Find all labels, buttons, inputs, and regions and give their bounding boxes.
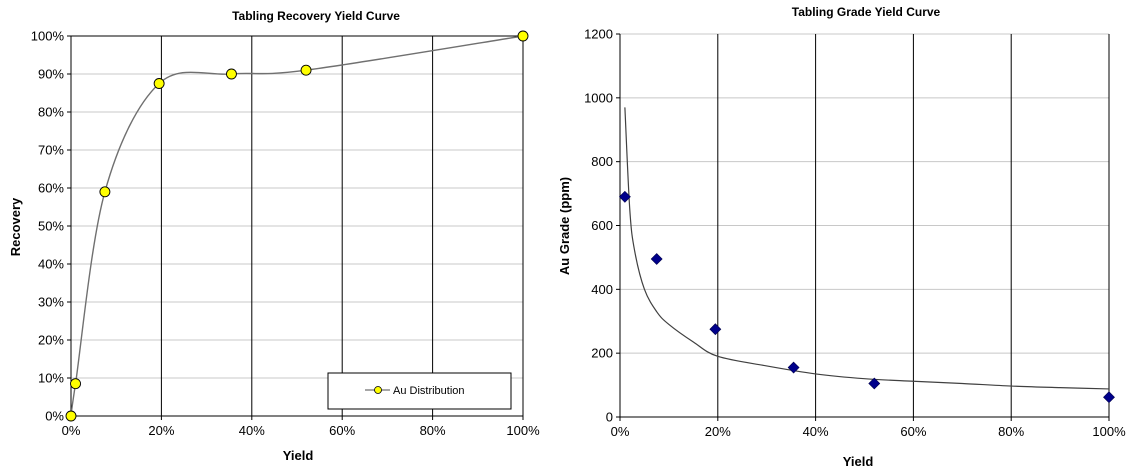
data-point bbox=[70, 378, 81, 390]
y-tick-label: 10% bbox=[38, 371, 64, 386]
data-point-diamond bbox=[618, 190, 631, 203]
y-tick-label: 60% bbox=[38, 181, 64, 196]
y-axis-label: Recovery bbox=[8, 197, 23, 256]
data-point bbox=[300, 64, 312, 76]
y-tick-label: 50% bbox=[38, 219, 64, 234]
x-tick-label: 0% bbox=[611, 424, 630, 439]
data-point bbox=[65, 410, 77, 422]
y-tick-label: 0% bbox=[45, 409, 64, 424]
x-tick-label: 80% bbox=[420, 423, 446, 438]
x-axis-label: Yield bbox=[843, 454, 874, 469]
y-tick-label: 100% bbox=[31, 29, 65, 44]
y-tick-label: 0 bbox=[606, 410, 613, 425]
x-tick-label: 0% bbox=[62, 423, 81, 438]
power-trendline bbox=[624, 107, 1110, 390]
data-point bbox=[226, 68, 237, 80]
legend-marker bbox=[374, 386, 382, 394]
data-point-diamond bbox=[650, 253, 663, 265]
x-tick-label: 60% bbox=[900, 424, 926, 439]
data-point bbox=[517, 30, 529, 42]
x-tick-label: 80% bbox=[998, 424, 1024, 439]
legend-label: Au Distribution bbox=[393, 385, 465, 397]
chart-title: Tabling Recovery Yield Curve bbox=[232, 9, 400, 23]
legend-box bbox=[327, 372, 512, 410]
x-tick-label: 60% bbox=[329, 423, 355, 438]
data-point-diamond bbox=[709, 323, 722, 336]
data-point bbox=[99, 186, 111, 198]
data-point-diamond bbox=[787, 361, 800, 374]
y-tick-label: 30% bbox=[38, 295, 64, 310]
data-point bbox=[153, 78, 165, 89]
y-axis-label: Au Grade (ppm) bbox=[560, 177, 572, 275]
y-tick-label: 20% bbox=[38, 333, 64, 348]
data-point-diamond bbox=[1103, 391, 1115, 404]
legend: Au Distribution bbox=[327, 372, 512, 410]
data-point-diamond bbox=[868, 377, 881, 390]
recovery-yield-chart: Tabling Recovery Yield Curve Yield Recov… bbox=[8, 9, 540, 463]
y-tick-label: 70% bbox=[38, 143, 64, 158]
x-tick-label: 20% bbox=[148, 423, 174, 438]
x-tick-label: 20% bbox=[705, 424, 731, 439]
x-axis-label: Yield bbox=[283, 448, 314, 463]
y-tick-label: 600 bbox=[591, 218, 613, 233]
y-tick-label: 1000 bbox=[584, 90, 613, 105]
y-tick-label: 40% bbox=[38, 257, 64, 272]
y-tick-label: 1200 bbox=[584, 27, 613, 42]
x-tick-label: 100% bbox=[1092, 424, 1126, 439]
x-tick-label: 40% bbox=[803, 424, 829, 439]
x-tick-label: 100% bbox=[506, 423, 540, 438]
chart-title: Tabling Grade Yield Curve bbox=[792, 5, 941, 19]
y-tick-label: 800 bbox=[591, 154, 613, 169]
x-tick-label: 40% bbox=[239, 423, 265, 438]
grade-yield-chart: Tabling Grade Yield Curve Yield Au Grade… bbox=[560, 5, 1126, 469]
y-tick-label: 90% bbox=[38, 67, 64, 82]
y-tick-label: 80% bbox=[38, 105, 64, 120]
y-tick-label: 200 bbox=[591, 346, 613, 361]
y-tick-label: 400 bbox=[591, 282, 613, 297]
